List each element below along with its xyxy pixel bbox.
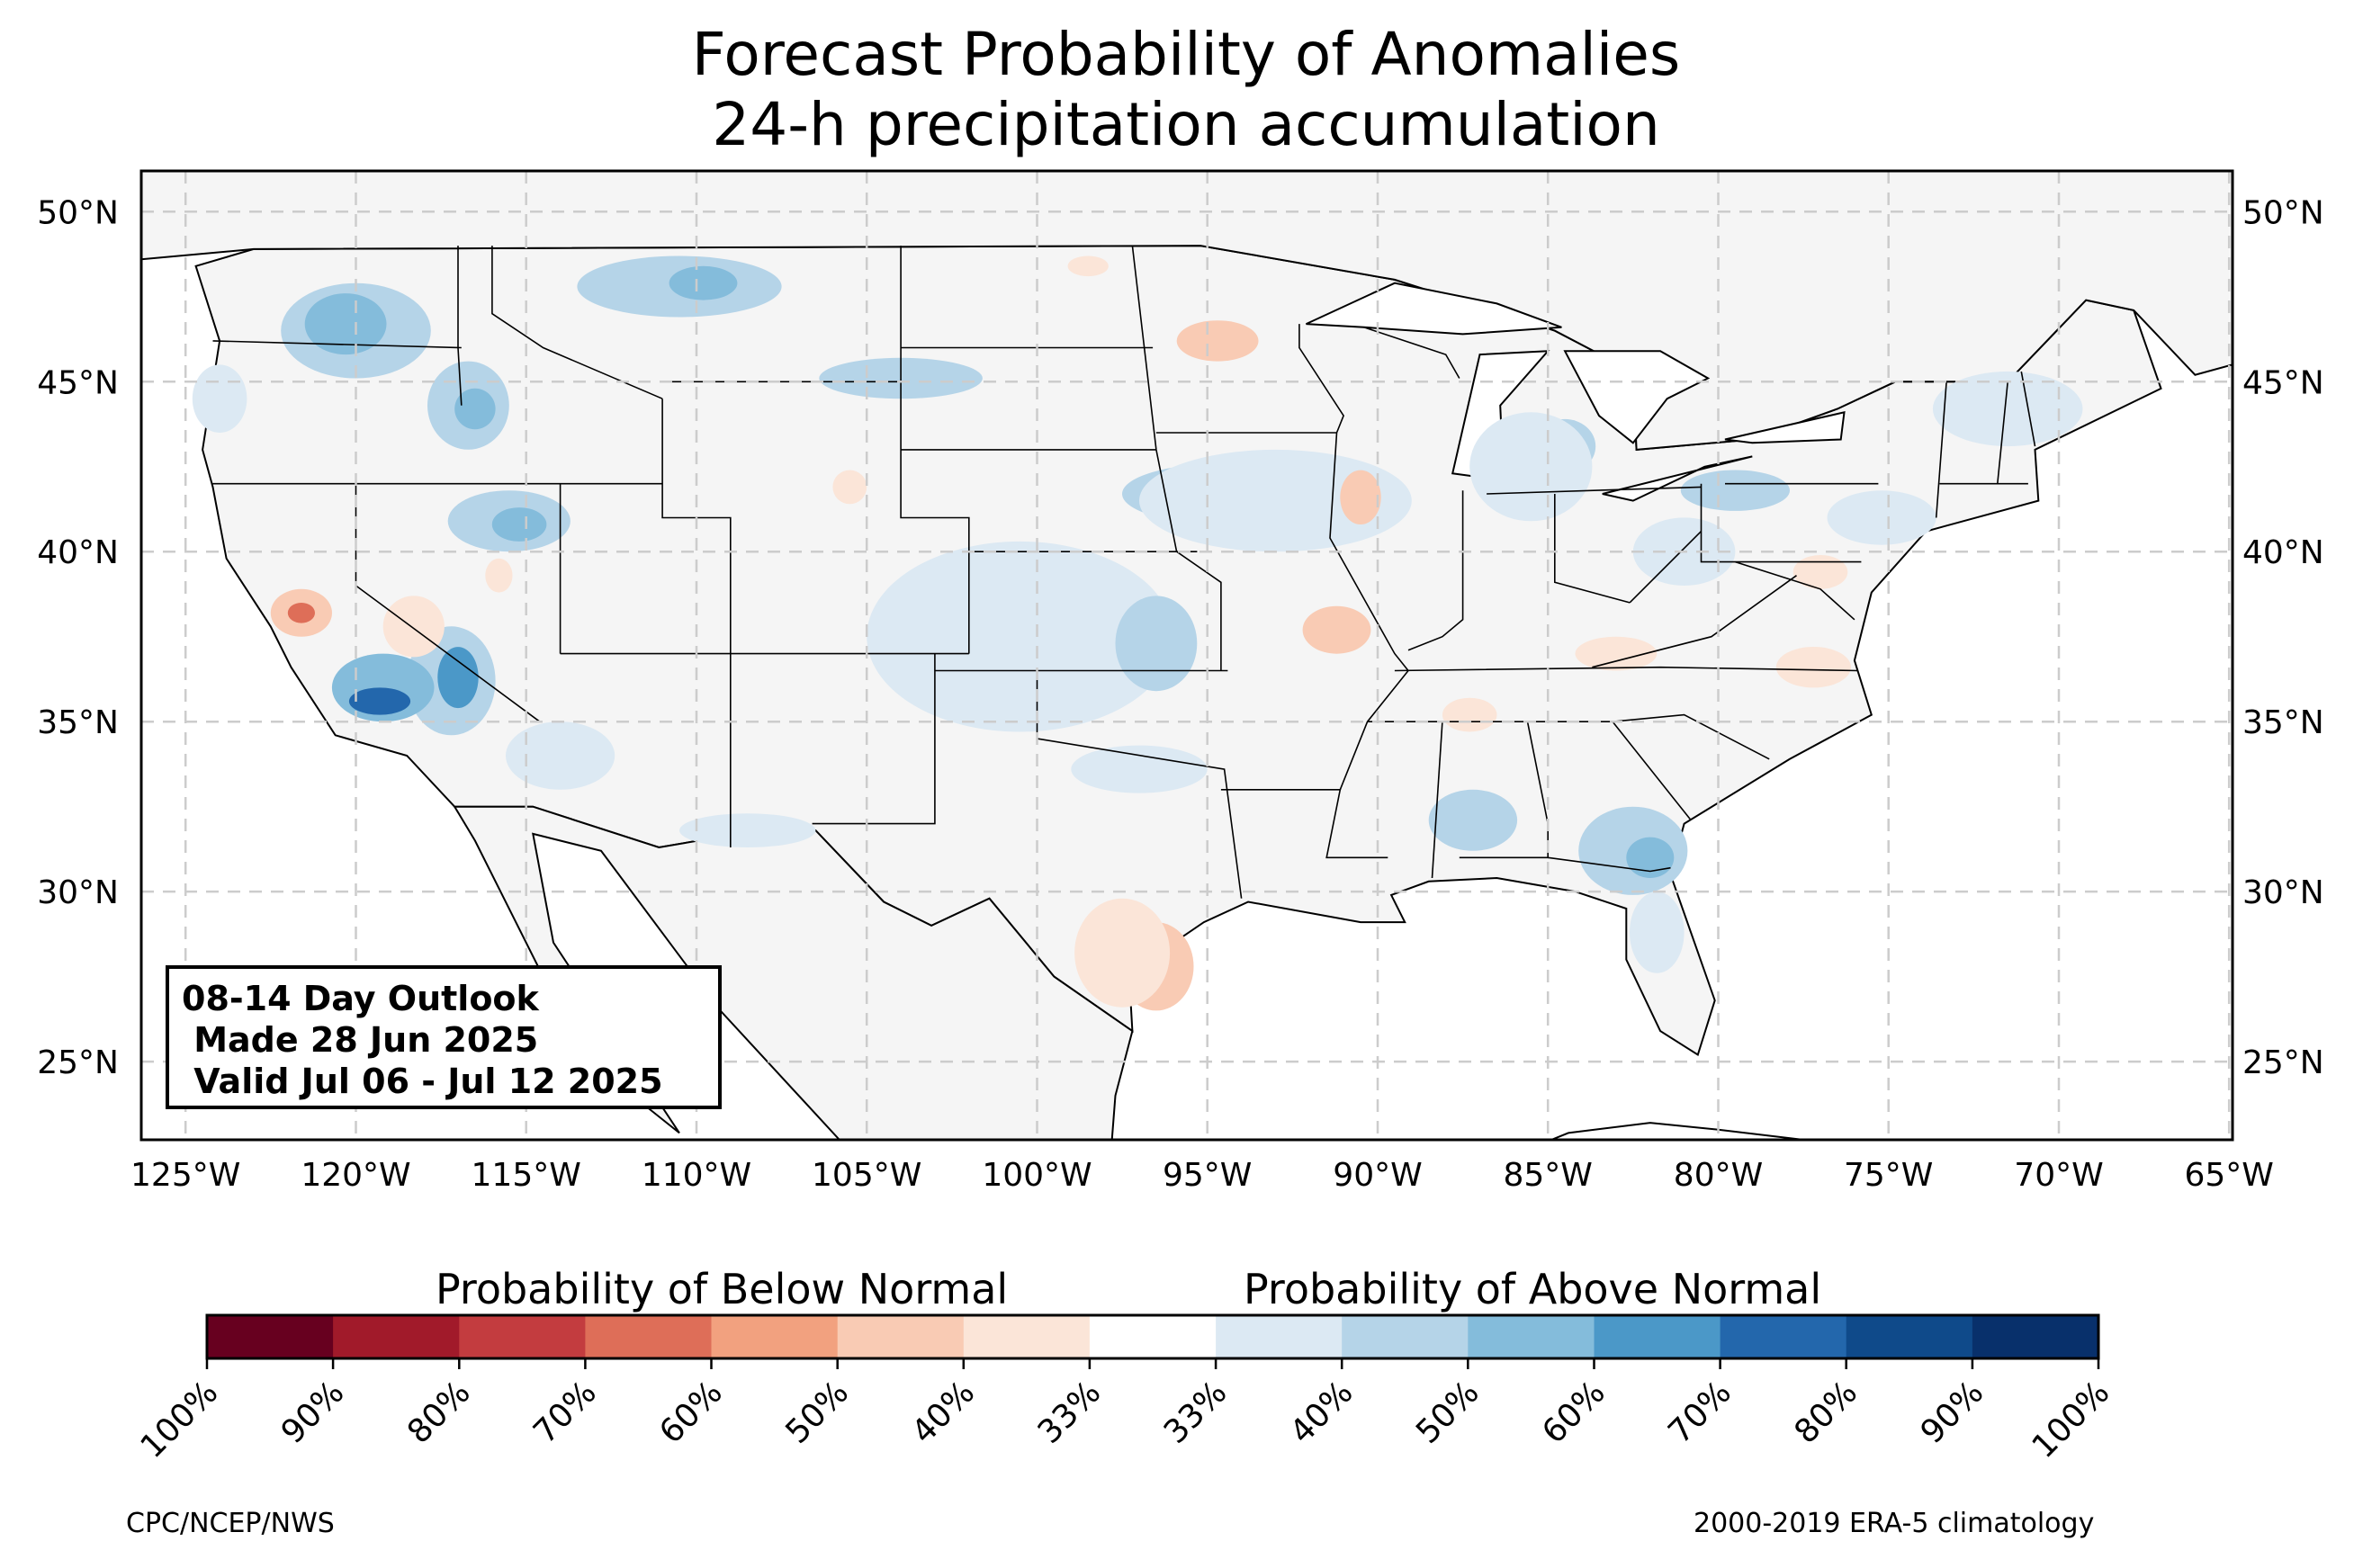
- anomaly-above-patch: [1680, 470, 1790, 511]
- state-border: [1700, 483, 1862, 563]
- colorbar-above-heading: Probability of Above Normal: [1244, 1265, 1822, 1313]
- anomaly-below-patch: [1074, 898, 1171, 1008]
- map-subtitle: 24-h precipitation accumulation: [712, 90, 1660, 159]
- lon-label: 75°W: [1844, 1157, 1933, 1194]
- lat-label-right: 50°N: [2242, 194, 2324, 231]
- lon-label: 80°W: [1674, 1157, 1763, 1194]
- cuba-coast: [1550, 1122, 1804, 1140]
- lon-label: 95°W: [1163, 1157, 1252, 1194]
- lon-label: 100°W: [982, 1157, 1092, 1194]
- lat-label-left: 45°N: [37, 364, 119, 401]
- great-lake-4: [1724, 411, 1846, 444]
- lat-label-right: 30°N: [2242, 874, 2324, 911]
- anomaly-above-patch: [348, 687, 411, 715]
- anomaly-below-patch: [287, 603, 315, 623]
- lon-label: 115°W: [472, 1157, 581, 1194]
- anomaly-below-patch: [1302, 605, 1371, 654]
- anomaly-below-patch: [1442, 697, 1497, 732]
- latitude-labels-right: 50°N 45°N 40°N 35°N 30°N 25°N: [2242, 194, 2324, 1081]
- lat-label-right: 40°N: [2242, 534, 2324, 571]
- state-border: [1548, 856, 1671, 873]
- lon-label: 65°W: [2184, 1157, 2273, 1194]
- outlook-made-date: Made 28 Jun 2025: [182, 1020, 539, 1060]
- lon-label: 110°W: [642, 1157, 751, 1194]
- state-border: [1431, 721, 1443, 879]
- anomaly-above-patch: [491, 507, 547, 542]
- lat-label-left: 40°N: [37, 534, 119, 571]
- border-layer: [212, 246, 2036, 899]
- state-border: [1363, 327, 1460, 379]
- anomaly-below-patch: [1176, 320, 1259, 362]
- lon-label: 85°W: [1503, 1157, 1592, 1194]
- map-frame: [139, 169, 2234, 1142]
- anomaly-below-patch: [1775, 647, 1851, 688]
- lat-label-right: 25°N: [2242, 1044, 2324, 1081]
- state-border: [1220, 788, 1388, 859]
- state-border: [1298, 324, 1410, 791]
- state-border: [212, 340, 462, 349]
- footer-climatology: 2000-2019 ERA-5 climatology: [1694, 1508, 2095, 1539]
- lon-label: 120°W: [301, 1157, 410, 1194]
- anomaly-above-patch: [192, 364, 247, 434]
- anomaly-above-patch: [1630, 892, 1685, 973]
- anomaly-below-patch: [1067, 255, 1109, 277]
- lat-label-right: 45°N: [2242, 364, 2324, 401]
- state-border: [1554, 494, 1631, 604]
- anomaly-below-patch: [1340, 470, 1381, 524]
- anomaly-below-patch: [832, 470, 867, 505]
- anomaly-above-patch: [454, 388, 496, 430]
- lon-label: 105°W: [812, 1157, 921, 1194]
- anomaly-layer: [192, 255, 2083, 1011]
- great-lake-2: [1563, 350, 1711, 444]
- anomaly-above-patch: [1469, 412, 1593, 522]
- state-border: [1997, 381, 2008, 484]
- anomaly-below-patch: [485, 558, 513, 593]
- anomaly-above-patch: [1827, 490, 1936, 545]
- state-border: [491, 246, 663, 399]
- outlook-info-box: 08-14 Day Outlook Made 28 Jun 2025 Valid…: [166, 965, 722, 1109]
- lat-label-left: 50°N: [37, 194, 119, 231]
- state-border: [2020, 371, 2036, 447]
- state-border: [1735, 560, 1855, 621]
- longitude-labels: 125°W 120°W 115°W 110°W 105°W 100°W 95°W 90°W 85…: [130, 1157, 2274, 1194]
- colorbar-below-heading: Probability of Below Normal: [436, 1265, 1009, 1313]
- lon-label: 125°W: [130, 1157, 240, 1194]
- state-border: [1487, 486, 1702, 495]
- anomaly-above-patch: [506, 721, 615, 790]
- anomaly-above-patch: [669, 265, 738, 300]
- anomaly-above-patch: [1626, 837, 1675, 878]
- anomaly-above-patch: [867, 541, 1173, 732]
- anomaly-above-patch: [304, 293, 387, 355]
- anomaly-below-patch: [382, 596, 445, 658]
- state-border: [1036, 670, 1243, 899]
- state-border: [1629, 531, 1703, 604]
- lat-label-left: 30°N: [37, 874, 119, 911]
- lat-label-left: 25°N: [37, 1044, 119, 1081]
- state-border: [812, 653, 936, 825]
- state-border: [1612, 721, 1692, 821]
- anomaly-above-patch: [1071, 745, 1208, 793]
- anomaly-above-patch: [1932, 371, 2083, 447]
- footer-source: CPC/NCEP/NWS: [126, 1508, 335, 1539]
- map-title: Forecast Probability of Anomalies: [691, 20, 1681, 89]
- state-border: [1592, 575, 1797, 668]
- lon-label: 70°W: [2014, 1157, 2103, 1194]
- lon-label: 90°W: [1333, 1157, 1422, 1194]
- anomaly-below-patch: [1792, 555, 1848, 589]
- outlook-valid-range: Valid Jul 06 - Jul 12 2025: [182, 1062, 663, 1101]
- anomaly-above-patch: [437, 647, 479, 709]
- latitude-labels-left: 50°N 45°N 40°N 35°N 30°N 25°N: [37, 194, 119, 1081]
- anomaly-above-patch: [1115, 596, 1198, 692]
- outlook-period: 08-14 Day Outlook: [182, 979, 539, 1018]
- anomaly-above-patch: [1428, 789, 1518, 851]
- state-border: [1935, 381, 1947, 518]
- lat-label-left: 35°N: [37, 704, 119, 741]
- anomaly-below-patch: [1575, 636, 1658, 671]
- lat-label-right: 35°N: [2242, 704, 2324, 741]
- state-border: [1394, 666, 1858, 672]
- state-border: [1407, 490, 1464, 651]
- anomaly-above-patch: [679, 813, 816, 847]
